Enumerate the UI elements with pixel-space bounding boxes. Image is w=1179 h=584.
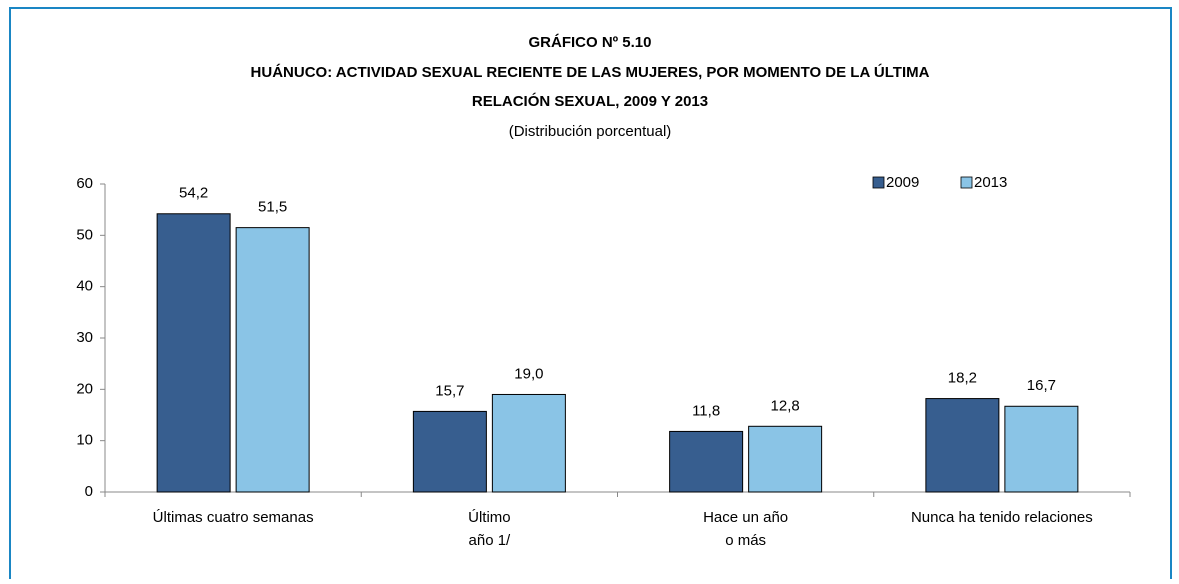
legend-swatch (960, 176, 973, 189)
bar (156, 213, 231, 493)
x-tick-label: o más (725, 532, 766, 549)
bar (669, 430, 744, 493)
x-tick-label: Último (468, 509, 511, 526)
data-label: 11,8 (692, 402, 720, 419)
y-tick-label: 30 (76, 329, 93, 346)
bar (748, 425, 823, 493)
frame (9, 7, 1172, 579)
chart-title: HUÁNUCO: ACTIVIDAD SEXUAL RECIENTE DE LA… (251, 63, 930, 81)
y-tick-label: 60 (76, 175, 93, 192)
x-tick-label: Hace un año (703, 509, 788, 526)
y-tick-label: 20 (76, 380, 93, 397)
data-label: 12,8 (771, 397, 800, 414)
y-tick-label: 10 (76, 432, 93, 449)
y-tick-label: 0 (85, 483, 93, 500)
y-tick-label: 40 (76, 278, 93, 295)
bar (412, 410, 487, 493)
chart-subtitle: (Distribución porcentual) (509, 123, 672, 140)
legend-swatch (872, 176, 885, 189)
bar (491, 393, 566, 493)
data-label: 51,5 (258, 199, 287, 216)
x-tick-label: Últimas cuatro semanas (153, 509, 314, 526)
x-tick-label: año 1/ (469, 532, 512, 549)
y-tick-label: 50 (76, 226, 93, 243)
legend-label: 2013 (974, 174, 1007, 191)
x-tick-label: Nunca ha tenido relaciones (911, 509, 1093, 526)
data-label: 18,2 (948, 370, 977, 387)
legend-label: 2009 (886, 174, 919, 191)
data-label: 19,0 (514, 365, 543, 382)
bar (925, 398, 1000, 493)
data-label: 54,2 (179, 185, 208, 202)
bar (235, 227, 310, 493)
data-label: 16,7 (1027, 377, 1056, 394)
chart-title: GRÁFICO Nº 5.10 (528, 34, 651, 51)
chart-title: RELACIÓN SEXUAL, 2009 Y 2013 (472, 92, 708, 110)
data-label: 15,7 (435, 382, 464, 399)
bar (1004, 405, 1079, 493)
